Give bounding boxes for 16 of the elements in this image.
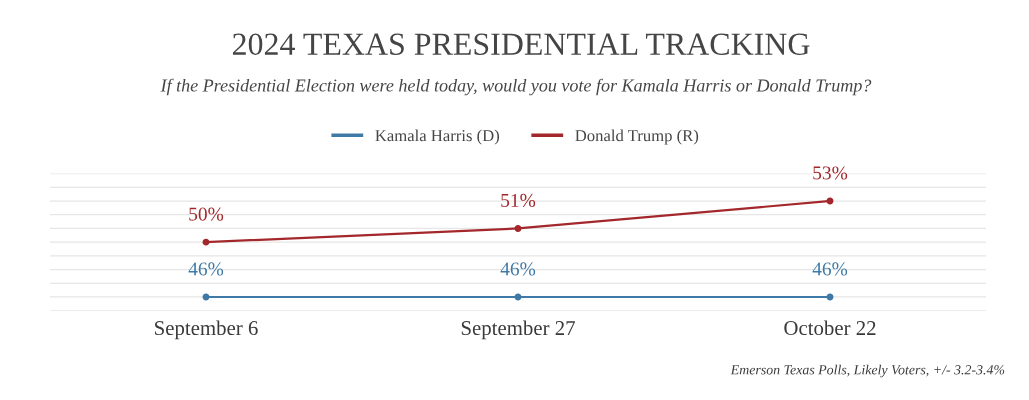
data-label: 46%: [812, 262, 848, 276]
x-tick-label: October 22: [784, 320, 876, 336]
data-label: 51%: [501, 193, 536, 207]
point: [514, 224, 522, 232]
data-label: 46%: [188, 262, 224, 276]
chart-title: 2024 TEXAS PRESIDENTIAL TRACKING: [232, 33, 810, 55]
legend-label: Donald Trump (R): [575, 129, 699, 145]
text: Emerson Texas Polls, Likely Voters, +/- 3.2-3.4%: [730, 364, 1005, 378]
point: [202, 238, 210, 246]
legend-label: Kamala Harris (D): [375, 129, 500, 145]
data-label: 50%: [189, 207, 224, 221]
data-label: 53%: [813, 166, 848, 180]
data-label: 46%: [500, 262, 536, 276]
chart-subtitle: If the Presidential Election were held today, would you vote for Kamala Harris or Donald Trump?: [160, 78, 872, 96]
x-tick-label: September 27: [461, 320, 575, 340]
x-tick-label: September 6: [155, 320, 258, 340]
